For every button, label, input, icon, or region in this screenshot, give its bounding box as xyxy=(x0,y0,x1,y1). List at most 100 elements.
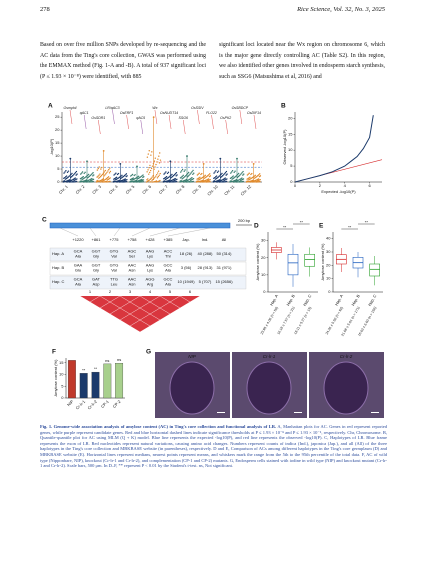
snp-dot xyxy=(231,178,233,180)
x-tick-label: Hap. C xyxy=(367,293,378,306)
variant-pointer xyxy=(149,227,181,237)
snp-dot xyxy=(146,180,149,182)
snp-dot xyxy=(134,174,136,176)
x-tick-label: 4 xyxy=(344,183,347,188)
y-tick-label: 40 xyxy=(326,236,331,241)
snp-dot xyxy=(198,179,200,181)
x-tick-label: CP-1 xyxy=(100,398,111,409)
snp-dot xyxy=(208,174,210,176)
snp-dot xyxy=(152,178,154,181)
snp-dot xyxy=(238,181,241,183)
snp-dot xyxy=(156,177,159,179)
table-cell: GGT xyxy=(92,263,101,268)
snp-dot xyxy=(218,180,220,183)
snp-dot xyxy=(106,177,109,179)
snp-dot xyxy=(154,176,156,179)
snp-dot xyxy=(114,173,116,175)
x-tick-label: Chr. 2 xyxy=(74,183,86,195)
snp-dot xyxy=(104,169,107,172)
snp-dot xyxy=(115,172,117,174)
table-cell: Lys xyxy=(147,268,153,273)
significance: ns xyxy=(117,357,121,362)
snp-dot xyxy=(214,176,217,178)
table-cell: AAC xyxy=(128,263,136,268)
value-label: 24.36 ± 5.50 (n = 92) xyxy=(325,306,344,335)
peak-point xyxy=(102,149,105,152)
snp-dot xyxy=(247,173,249,175)
snp-dot xyxy=(63,177,65,180)
x-tick-label: Chr. 12 xyxy=(239,183,252,196)
snp-dot xyxy=(215,175,218,177)
x-tick-label: 6 xyxy=(368,183,371,188)
snp-dot xyxy=(150,154,152,156)
snp-dot xyxy=(230,171,233,173)
y-tick-label: 0 xyxy=(328,289,331,294)
snp-dot xyxy=(248,172,250,174)
snp-dot xyxy=(196,181,199,183)
box xyxy=(304,253,315,267)
table-row xyxy=(49,261,247,276)
table-header: +428 xyxy=(145,237,155,242)
snp-dot xyxy=(213,181,215,183)
snp-dot xyxy=(75,174,77,176)
snp-dot xyxy=(191,170,193,173)
table-cell: AAG xyxy=(146,263,154,268)
snp-dot xyxy=(72,174,75,176)
significance: ** xyxy=(283,225,287,230)
x-tick-label: Chr. 8 xyxy=(174,183,186,195)
snp-dot xyxy=(123,174,126,177)
snp-dot xyxy=(71,175,74,177)
snp-dot xyxy=(120,175,122,177)
table-cell: Ala xyxy=(75,254,82,259)
snp-dot xyxy=(242,170,244,173)
table-cell: Gly xyxy=(93,268,99,273)
snp-dot xyxy=(156,173,158,176)
gene-pointer xyxy=(183,119,186,135)
snp-dot xyxy=(158,162,161,164)
snp-dot xyxy=(225,174,227,176)
snp-dot xyxy=(100,174,103,177)
snp-dot xyxy=(67,170,70,172)
table-cell: AGC xyxy=(128,249,137,254)
snp-dot xyxy=(251,172,253,175)
snp-dot xyxy=(154,157,156,159)
snp-dot xyxy=(83,172,85,175)
x-tick-label: Cr-lr-1 xyxy=(75,398,87,410)
snp-dot xyxy=(101,173,104,176)
table-count: 10 (1949) xyxy=(177,279,195,284)
snp-dot xyxy=(189,173,191,175)
endosperm xyxy=(169,361,215,415)
ld-number: 3 xyxy=(129,289,132,294)
snp-dot xyxy=(126,175,128,177)
endosperm xyxy=(246,361,292,415)
snp-dot xyxy=(101,180,103,182)
table-cell: GAT xyxy=(92,277,100,282)
table-cell: AAG xyxy=(146,249,154,254)
value-label: 16.63 ± 6.60 (n = 156) xyxy=(357,306,377,337)
y-tick-label: 20 xyxy=(326,262,331,267)
table-row xyxy=(49,247,247,262)
snp-dot xyxy=(130,174,133,177)
bar xyxy=(67,360,76,399)
snp-dot xyxy=(182,174,184,177)
snp-dot xyxy=(192,173,194,176)
bar xyxy=(91,371,100,399)
snp-dot xyxy=(103,171,106,173)
gene-label: SSG6 xyxy=(179,116,188,120)
y-tick-label: 20 xyxy=(55,127,60,132)
panel-label: G xyxy=(146,349,151,356)
snp-dot xyxy=(101,166,103,169)
table-count: 40 (288) xyxy=(198,251,214,256)
significance: ** xyxy=(348,225,352,230)
snp-dot xyxy=(215,170,217,172)
x-tick-label: Chr. 11 xyxy=(223,183,236,196)
snp-dot xyxy=(97,175,99,177)
bar xyxy=(115,363,124,399)
peak-point xyxy=(252,162,255,165)
snp-dot xyxy=(220,173,222,176)
snp-dot xyxy=(159,172,161,175)
table-header: +385 xyxy=(163,237,173,242)
x-tick-label: Chr. 5 xyxy=(124,183,136,195)
snp-dot xyxy=(214,171,216,173)
gene-label: OsDIF14 xyxy=(247,111,261,115)
